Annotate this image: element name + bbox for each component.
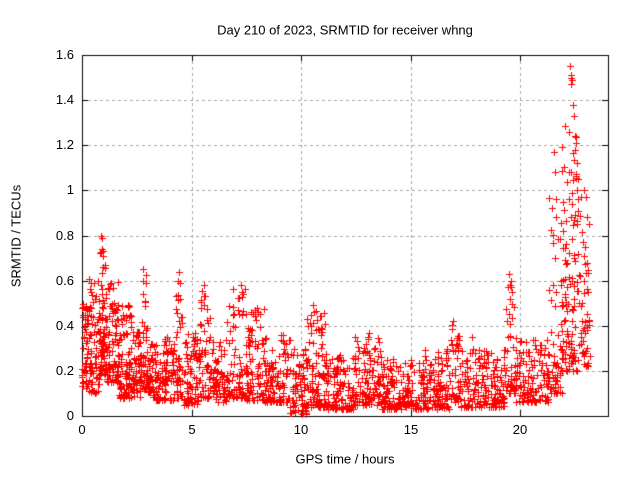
y-tick-label: 0.6 [55, 273, 74, 288]
y-tick-label: 0 [66, 408, 74, 423]
y-tick-label: 1.4 [55, 92, 74, 107]
x-tick-label: 20 [512, 422, 528, 437]
y-tick-label: 0.4 [55, 318, 74, 333]
x-tick-label: 5 [188, 422, 196, 437]
y-tick-label: 0.2 [55, 363, 74, 378]
x-tick-label: 10 [293, 422, 309, 437]
y-tick-label: 1.6 [55, 47, 74, 62]
y-tick-label: 1 [66, 182, 74, 197]
chart-title: Day 210 of 2023, SRMTID for receiver whn… [217, 22, 473, 38]
y-tick-label: 1.2 [55, 137, 74, 152]
y-tick-label: 0.8 [55, 228, 74, 243]
x-tick-label: 0 [78, 422, 86, 437]
x-tick-label: 15 [403, 422, 419, 437]
x-axis-label: GPS time / hours [295, 451, 395, 467]
